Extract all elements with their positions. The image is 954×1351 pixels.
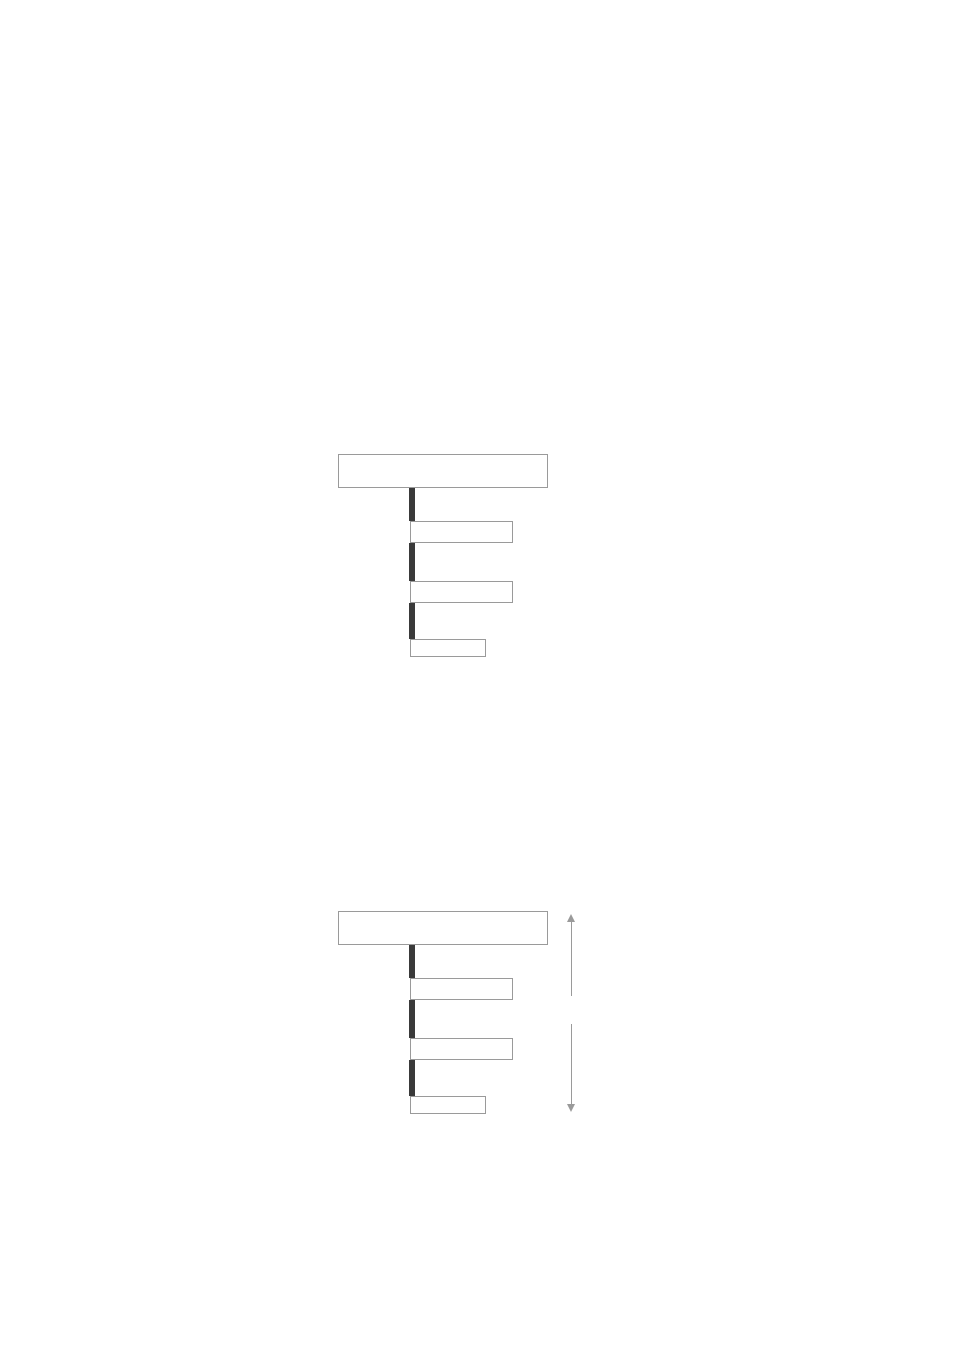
box: [410, 1038, 513, 1060]
box: [410, 1096, 486, 1114]
connector: [409, 543, 415, 581]
connector: [409, 488, 415, 521]
box: [410, 521, 513, 543]
connector: [409, 945, 415, 978]
box: [410, 978, 513, 1000]
box: [338, 911, 548, 945]
arrow-shaft: [571, 922, 572, 996]
arrow-head-down-icon: [567, 1104, 575, 1112]
arrow-head-up-icon: [567, 914, 575, 922]
connector: [409, 603, 415, 639]
box: [410, 581, 513, 603]
connector: [409, 1060, 415, 1096]
box: [338, 454, 548, 488]
arrow-gap: [567, 996, 575, 1024]
arrow-shaft: [571, 1024, 572, 1104]
connector: [409, 1000, 415, 1038]
box: [410, 639, 486, 657]
vertical-double-arrow: [567, 914, 575, 1112]
